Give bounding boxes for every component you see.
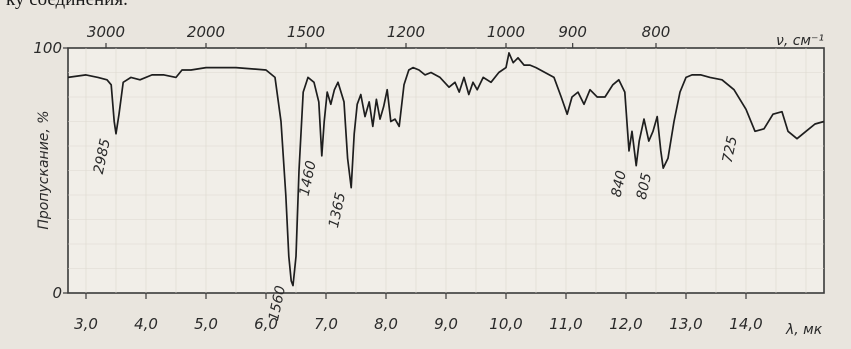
peak-label: 1460 (297, 159, 320, 197)
bottom-tick-label: 11,0 (549, 315, 582, 333)
bottom-tick-label: 7,0 (314, 315, 338, 333)
peak-label: 1560 (266, 284, 289, 322)
peak-label: 725 (720, 135, 741, 165)
top-tick-label: 3000 (87, 23, 125, 41)
bottom-axis-ticks: 3,0 4,0 5,0 6,0 7,0 8,0 9,0 10,0 11,0 12,0 13,0 14,… (74, 293, 763, 333)
top-tick-label: 800 (642, 23, 671, 41)
bottom-tick-label: 8,0 (374, 315, 398, 333)
bottom-axis-label: λ, мк (785, 322, 823, 338)
bottom-tick-label: 3,0 (74, 315, 98, 333)
bottom-tick-label: 4,0 (134, 315, 158, 333)
bottom-tick-label: 12,0 (609, 315, 642, 333)
y-axis-ticks: 0 100 (33, 39, 68, 302)
peak-label: 1365 (326, 191, 349, 229)
top-tick-label: 900 (558, 23, 587, 41)
bottom-tick-label: 6,0 (254, 315, 278, 333)
bottom-tick-label: 14,0 (729, 315, 762, 333)
transmission-curve (67, 52, 825, 287)
caption-fragment: ку соединения. (0, 0, 851, 10)
peak-label: 2985 (91, 137, 114, 175)
bottom-tick-label: 13,0 (669, 315, 702, 333)
y-axis-label: Пропускание, % (36, 110, 52, 229)
y-tick-label: 0 (52, 284, 62, 302)
caption-text: ку соединения. (6, 0, 128, 10)
peak-label: 805 (634, 171, 655, 201)
top-axis-ticks: 3000 2000 1500 1200 1000 900 800 (87, 23, 670, 48)
top-axis-label: ν, см⁻¹ (776, 33, 824, 49)
y-tick-label: 100 (33, 39, 62, 57)
top-tick-label: 1200 (387, 23, 425, 41)
top-tick-label: 1000 (487, 23, 525, 41)
bottom-tick-label: 5,0 (194, 315, 218, 333)
peak-label: 840 (609, 169, 630, 199)
top-tick-label: 1500 (287, 23, 325, 41)
bottom-tick-label: 9,0 (434, 315, 458, 333)
peak-annotations: 2985 1560 1460 1365 840 805 725 (91, 135, 741, 323)
bottom-tick-label: 10,0 (489, 315, 522, 333)
top-tick-label: 2000 (187, 23, 225, 41)
